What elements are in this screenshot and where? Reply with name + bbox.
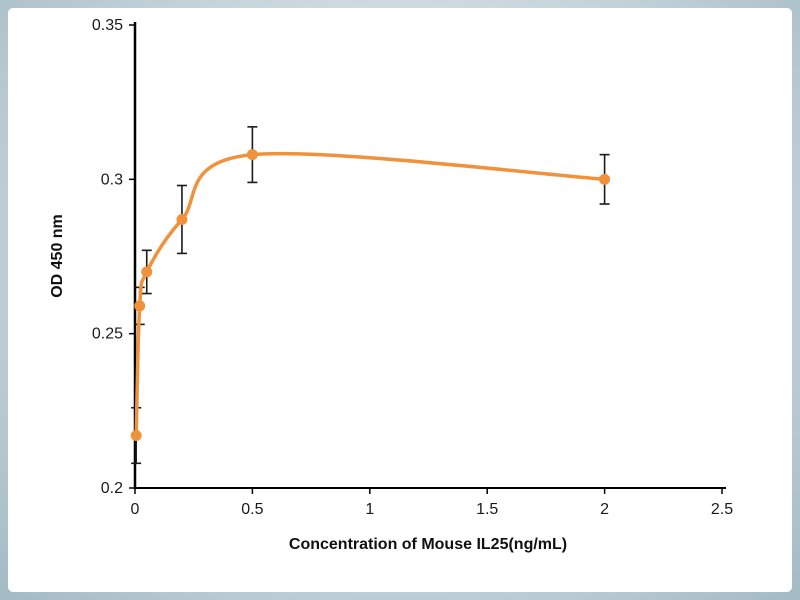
x-axis-title: Concentration of Mouse IL25(ng/mL)	[289, 536, 567, 553]
axes: 0.2 0.25 0.3 0.35 0 0.5 1 1.5 2 2.5	[92, 17, 733, 518]
data-point	[176, 213, 188, 225]
x-tick-label: 0.5	[241, 501, 263, 518]
data-point	[599, 173, 611, 185]
data-series-layer	[130, 126, 611, 465]
data-point	[134, 300, 146, 312]
x-tick-label: 1	[365, 501, 374, 518]
y-axis-title: OD 450 nm	[49, 214, 66, 298]
series-mouse-il25-dose-response	[130, 126, 611, 465]
data-point	[130, 430, 142, 442]
x-tick-label: 2	[600, 501, 609, 518]
data-point	[141, 266, 153, 278]
x-tick-label: 2.5	[711, 501, 733, 518]
y-tick-label: 0.2	[101, 480, 123, 497]
y-tick-label: 0.25	[92, 326, 123, 343]
data-point	[246, 149, 258, 161]
x-tick-label: 0	[131, 501, 140, 518]
y-tick-label: 0.35	[92, 17, 123, 34]
y-tick-label: 0.3	[101, 171, 123, 188]
chart-card-background	[8, 8, 792, 592]
x-tick-label: 1.5	[476, 501, 498, 518]
